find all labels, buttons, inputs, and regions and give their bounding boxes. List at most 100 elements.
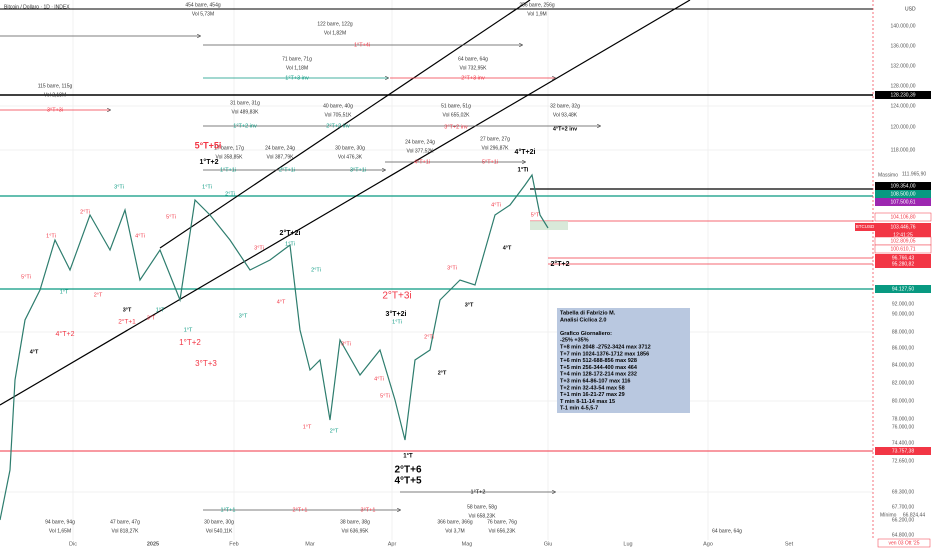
measure-bars: 47 barre, 47g [110,519,140,525]
price-badge-box [875,182,931,190]
price-axis-label: 140.000,00 [890,23,915,29]
price-badge-box [874,244,932,254]
cycle-label: 5°Ti [21,274,31,280]
cycle-label: 3°T [239,313,248,319]
cycle-label: 2°T+2 inv [326,123,350,129]
time-axis-label: Dic [69,541,77,547]
table-line: T+3 min 64-86-107 max 116 [560,378,630,384]
cycle-label: 2°T [94,292,103,298]
price-axis-label: 86.000,00 [892,345,914,351]
info-table-box [557,308,690,413]
price-badge: 66.824,44 [903,512,925,518]
cycle-label: 1°T [403,454,413,460]
time-axis-label: Apr [388,541,397,547]
price-badge-box [875,285,931,293]
table-line: T+6 min 512-688-856 max 928 [560,358,637,364]
cycle-label: 3°Ti [254,245,264,251]
cycle-label: 5°Ti [380,393,390,399]
cycle-label: 4°T+5 [394,476,422,487]
measure-bars: 24 barre, 24g [265,145,295,151]
time-axis-label: Giu [544,541,553,547]
price-badge-box [875,223,931,231]
table-line: T+1 min 16-21-27 max 29 [560,392,625,398]
price-badge: 95.280,82 [892,261,914,267]
measure-volume: Vol 1,9M [527,11,546,17]
price-axis-label: 74.400,00 [892,440,914,446]
cycle-label: 3°T [147,315,156,321]
date-badge: ven 03 Ott '25 [889,540,920,546]
cycle-label: 2°T+3 inv [461,75,485,81]
price-axis-label: 80.000,00 [892,398,914,404]
table-line: T+7 min 1024-1376-1712 max 1856 [560,351,649,357]
measure-bars: 94 barre, 94g [45,519,75,525]
price-axis-label: 69.300,00 [892,489,914,495]
cycle-label: 4°Ti [374,376,384,382]
cycle-label: 2°T+1 [118,318,136,326]
cycle-label: 5°T [531,212,540,218]
cycle-label: 5°T+1i [482,159,498,165]
cycle-label: 2°Ti [311,267,321,273]
price-badge-box [875,190,931,198]
high-label: Massimo [878,172,898,178]
price-axis-label: 84.000,00 [892,362,914,368]
price-badge: 73.757,38 [892,448,914,454]
price-axis-label: 66.200,00 [892,517,914,523]
cycle-label: 2°Ti [225,191,235,197]
cycle-label: 3°T [123,307,132,313]
measure-volume: Vol 1,82M [324,30,346,36]
measure-volume: Vol 5,73M [192,11,214,17]
cycle-label: 1°T [156,307,165,313]
table-line: T+2 min 32-43-54 max 58 [560,385,625,391]
price-badge-box [875,91,931,99]
low-label: Mínimo [880,512,897,518]
cycle-label: 1°T [184,327,193,333]
time-axis-label: Mar [305,541,315,547]
cycle-label: 4°T [30,349,39,355]
price-badge: 102.809,05 [890,238,915,244]
cycle-label: 1°T+2 [200,158,219,166]
table-line: -25% +35% [560,338,589,344]
cycle-label: 1°Ti [392,319,402,325]
cycle-label: 1°T+2 [179,338,201,347]
cycle-label: 4°T+2 [56,330,75,338]
cycle-label: 3°T+1i [350,167,366,173]
price-axis-label: 88.000,00 [892,329,914,335]
cycle-label: 1°Ti [202,184,212,190]
measure-bars: 115 barre, 115g [38,83,73,89]
table-line: T+4 min 128-172-214 max 232 [560,372,637,378]
price-badge: 103.446,76 [890,224,915,230]
cycle-label: 2°T+6 [394,465,422,476]
price-badge-box [875,447,931,455]
cycle-label: 2°T [330,428,339,434]
measure-bars: 27 barre, 27g [480,136,510,142]
price-axis-label: 92.000,00 [892,301,914,307]
cycle-label: 2°T+2 [551,260,570,268]
price-axis-label: 78.000,00 [892,416,914,422]
measure-volume: Vol 705,51K [325,112,353,118]
measure-volume: Vol 489,83K [232,109,260,115]
cycle-label: 3°Ti [447,265,457,271]
chart-title: Bitcoin / Dollaro · 1D · INDEX [4,4,70,10]
measure-volume: Vol 655,02K [443,112,471,118]
price-badge-box [875,254,931,262]
price-badge-box [875,198,931,206]
cycle-label: 1°T [303,424,312,430]
measure-bars: 58 barre, 58g [467,504,497,510]
price-badge: 111.965,90 [902,171,927,177]
price-axis-label: 124.000,00 [890,103,915,109]
measure-bars: 64 barre, 64g [712,528,742,534]
measure-bars: 40 barre, 40g [323,103,353,109]
price-badge: 109.354,00 [890,183,915,189]
table-line: T+8 min 2048 -2752-3424 max 3712 [560,344,651,350]
cycle-label: 1°T+4i [354,42,370,48]
currency: USD [905,6,916,12]
measure-bars: 64 barre, 64g [458,56,488,62]
price-axis-label: 136.000,00 [890,43,915,49]
measure-volume: Vol 656,23K [489,528,517,534]
time-axis-label: Ago [703,541,713,547]
cycle-label: 2°T+2i [280,229,301,237]
price-axis-label: 120.000,00 [890,124,915,130]
cycle-label: 4°T [503,245,512,251]
